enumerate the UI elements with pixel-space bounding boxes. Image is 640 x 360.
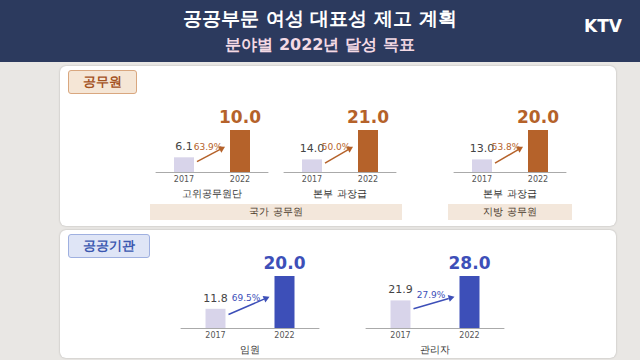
svg-text:6.1: 6.1 bbox=[175, 140, 193, 153]
svg-text:14.0: 14.0 bbox=[300, 142, 325, 155]
svg-text:2017: 2017 bbox=[472, 175, 492, 184]
svg-text:10.0: 10.0 bbox=[219, 107, 261, 127]
svg-text:27.9%: 27.9% bbox=[417, 290, 446, 300]
svg-text:13.0: 13.0 bbox=[470, 142, 495, 155]
svg-text:53.8%: 53.8% bbox=[492, 142, 521, 152]
svg-text:20.0: 20.0 bbox=[264, 253, 306, 273]
html-text:KTV: KTV bbox=[584, 16, 622, 36]
html-text:공공기관: 공공기관 bbox=[83, 238, 135, 253]
svg-text:2022: 2022 bbox=[230, 175, 250, 184]
svg-text:20.0: 20.0 bbox=[517, 107, 559, 127]
html-text:고위공무원단: 고위공무원단 bbox=[182, 188, 242, 199]
svg-text:28.0: 28.0 bbox=[449, 253, 491, 273]
html-text:임원: 임원 bbox=[240, 344, 260, 355]
svg-text:69.5%: 69.5% bbox=[232, 293, 261, 303]
html-text:지방 공무원: 지방 공무원 bbox=[483, 206, 537, 217]
svg-text:21.0: 21.0 bbox=[347, 107, 389, 127]
svg-text:2022: 2022 bbox=[274, 331, 294, 340]
html-text:본부 과장급: 본부 과장급 bbox=[483, 188, 537, 199]
svg-text:2022: 2022 bbox=[528, 175, 548, 184]
svg-text:21.9: 21.9 bbox=[388, 283, 413, 296]
html-text:공무원: 공무원 bbox=[83, 74, 122, 89]
svg-text:11.8: 11.8 bbox=[203, 292, 228, 305]
html-text:국가 공무원: 국가 공무원 bbox=[249, 206, 303, 217]
svg-text:2022: 2022 bbox=[358, 175, 378, 184]
html-text:관리자: 관리자 bbox=[420, 344, 450, 355]
html-text:공공부문 여성 대표성 제고 계획: 공공부문 여성 대표성 제고 계획 bbox=[183, 7, 457, 29]
svg-text:2022: 2022 bbox=[459, 331, 479, 340]
svg-text:2017: 2017 bbox=[174, 175, 194, 184]
html-text:분야별 2022년 달성 목표: 분야별 2022년 달성 목표 bbox=[225, 35, 415, 54]
svg-text:63.9%: 63.9% bbox=[194, 142, 223, 152]
svg-text:2017: 2017 bbox=[302, 175, 322, 184]
svg-text:2017: 2017 bbox=[205, 331, 225, 340]
svg-text:2017: 2017 bbox=[390, 331, 410, 340]
html-text:본부 과장급: 본부 과장급 bbox=[313, 188, 367, 199]
svg-text:50.0%: 50.0% bbox=[322, 142, 351, 152]
